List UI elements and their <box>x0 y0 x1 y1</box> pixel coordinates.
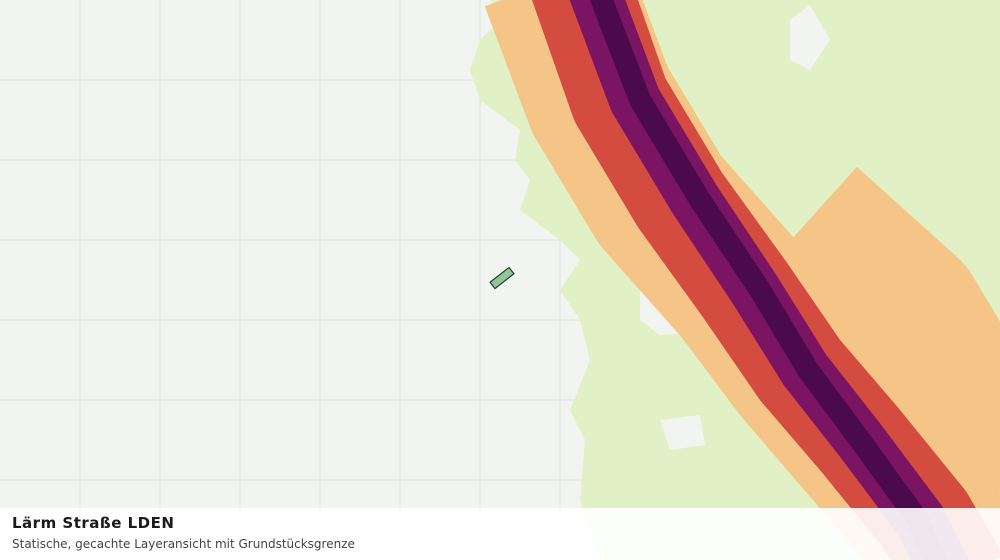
quiet-area <box>660 415 705 450</box>
caption-panel <box>0 508 1000 560</box>
noise-zone-medium <box>743 166 1000 535</box>
parcel[interactable] <box>489 266 515 290</box>
noise-zone-extreme <box>589 0 949 560</box>
quiet-area <box>790 5 830 70</box>
map-title: Lärm Straße LDEN <box>12 514 174 532</box>
noise-bands <box>484 0 1000 560</box>
map-subtitle: Statische, gecachte Layeransicht mit Gru… <box>12 537 355 551</box>
